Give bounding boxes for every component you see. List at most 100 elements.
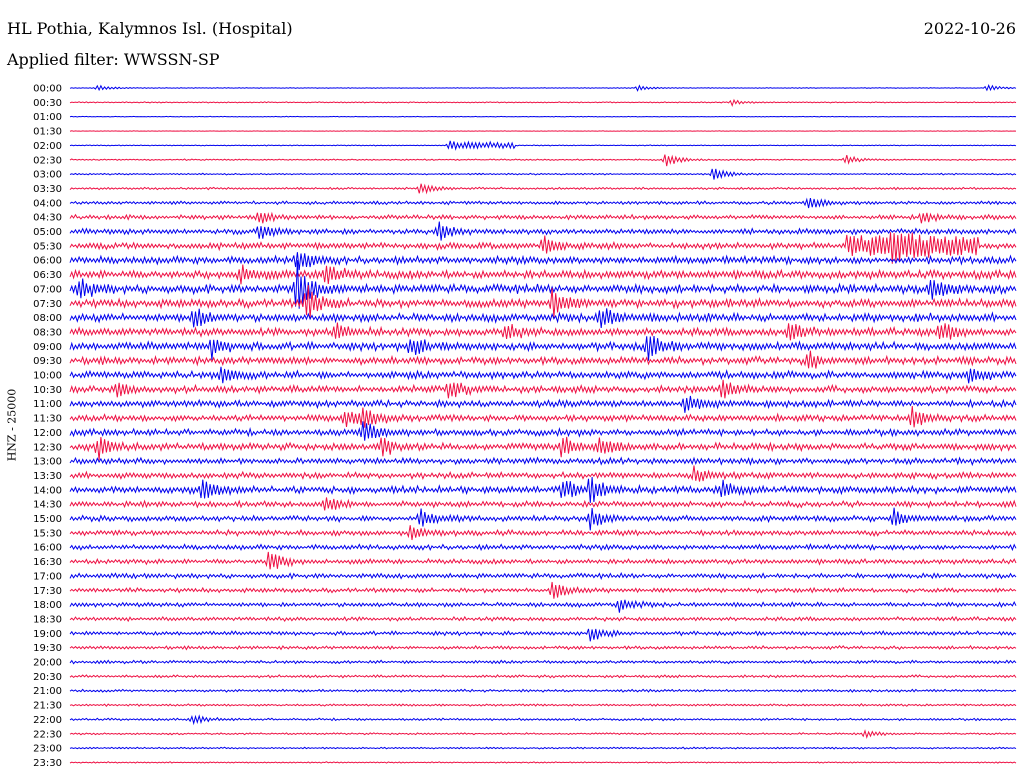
trace-0100 bbox=[69, 115, 1017, 118]
row-label-0430: 04:30 bbox=[33, 213, 62, 224]
trace-0730 bbox=[69, 285, 1017, 319]
trace-1130 bbox=[69, 406, 1017, 428]
row-label-0300: 03:00 bbox=[33, 170, 62, 181]
trace-2200 bbox=[69, 714, 1017, 726]
trace-1930 bbox=[69, 644, 1017, 651]
trace-0630 bbox=[69, 264, 1017, 285]
row-label-1100: 11:00 bbox=[33, 399, 62, 410]
trace-1030 bbox=[69, 379, 1017, 399]
trace-2030 bbox=[69, 674, 1017, 679]
row-label-0030: 00:30 bbox=[33, 98, 62, 109]
row-label-1030: 10:30 bbox=[33, 385, 62, 396]
trace-0400 bbox=[69, 197, 1017, 209]
row-label-0730: 07:30 bbox=[33, 299, 62, 310]
trace-0500 bbox=[69, 221, 1017, 241]
row-label-2230: 22:30 bbox=[33, 729, 62, 740]
row-label-1530: 15:30 bbox=[33, 528, 62, 539]
row-label-2330: 23:30 bbox=[33, 758, 62, 769]
row-label-0330: 03:30 bbox=[33, 184, 62, 195]
trace-1700 bbox=[69, 571, 1017, 580]
row-label-1000: 10:00 bbox=[33, 371, 62, 382]
row-label-0930: 09:30 bbox=[33, 356, 62, 367]
trace-1230 bbox=[69, 436, 1017, 461]
trace-0000 bbox=[69, 84, 1017, 92]
trace-1730 bbox=[69, 581, 1017, 599]
row-label-0200: 02:00 bbox=[33, 141, 62, 152]
row-label-1130: 11:30 bbox=[33, 414, 62, 425]
station-title: HL Pothia, Kalymnos Isl. (Hospital) bbox=[7, 19, 293, 38]
row-label-1400: 14:00 bbox=[33, 485, 62, 496]
row-label-0900: 09:00 bbox=[33, 342, 62, 353]
row-label-0100: 01:00 bbox=[33, 112, 62, 123]
trace-2100 bbox=[69, 688, 1017, 693]
filter-label: Applied filter: WWSSN-SP bbox=[7, 50, 220, 69]
row-label-1700: 17:00 bbox=[33, 571, 62, 582]
row-label-0700: 07:00 bbox=[33, 284, 62, 295]
row-label-1430: 14:30 bbox=[33, 500, 62, 511]
row-label-2100: 21:00 bbox=[33, 686, 62, 697]
row-label-0130: 01:30 bbox=[33, 127, 62, 138]
trace-0200 bbox=[69, 140, 1017, 151]
row-label-1330: 13:30 bbox=[33, 471, 62, 482]
trace-2300 bbox=[69, 746, 1017, 750]
row-label-0230: 02:30 bbox=[33, 155, 62, 166]
row-label-1800: 18:00 bbox=[33, 600, 62, 611]
row-label-1200: 12:00 bbox=[33, 428, 62, 439]
trace-0800 bbox=[69, 308, 1017, 329]
row-label-1300: 13:00 bbox=[33, 457, 62, 468]
trace-1830 bbox=[69, 615, 1017, 623]
row-label-1600: 16:00 bbox=[33, 543, 62, 554]
trace-0700 bbox=[69, 260, 1017, 309]
row-label-0630: 06:30 bbox=[33, 270, 62, 281]
trace-0830 bbox=[69, 322, 1017, 341]
trace-0230 bbox=[69, 154, 1017, 167]
trace-1300 bbox=[69, 456, 1017, 467]
trace-1100 bbox=[69, 395, 1017, 413]
trace-0530 bbox=[69, 232, 1017, 264]
row-label-2200: 22:00 bbox=[33, 715, 62, 726]
trace-1000 bbox=[69, 366, 1017, 384]
row-label-0530: 05:30 bbox=[33, 241, 62, 252]
row-label-1730: 17:30 bbox=[33, 586, 62, 597]
trace-1900 bbox=[69, 628, 1017, 642]
row-label-2130: 21:30 bbox=[33, 701, 62, 712]
trace-1430 bbox=[69, 497, 1017, 511]
trace-1630 bbox=[69, 551, 1017, 570]
row-label-2000: 20:00 bbox=[33, 658, 62, 669]
row-label-1230: 12:30 bbox=[33, 442, 62, 453]
trace-2130 bbox=[69, 703, 1017, 707]
trace-1200 bbox=[69, 421, 1017, 441]
trace-0600 bbox=[69, 252, 1017, 271]
row-label-1630: 16:30 bbox=[33, 557, 62, 568]
row-label-1830: 18:30 bbox=[33, 614, 62, 625]
trace-1530 bbox=[69, 525, 1017, 541]
trace-0430 bbox=[69, 211, 1017, 224]
row-label-1930: 19:30 bbox=[33, 643, 62, 654]
trace-0030 bbox=[69, 98, 1017, 107]
row-label-0400: 04:00 bbox=[33, 198, 62, 209]
trace-1330 bbox=[69, 465, 1017, 482]
row-label-0500: 05:00 bbox=[33, 227, 62, 238]
trace-1500 bbox=[69, 507, 1017, 531]
trace-1600 bbox=[69, 543, 1017, 552]
row-label-2300: 23:00 bbox=[33, 744, 62, 755]
trace-0930 bbox=[69, 350, 1017, 369]
row-label-0830: 08:30 bbox=[33, 327, 62, 338]
row-label-0800: 08:00 bbox=[33, 313, 62, 324]
row-label-1500: 15:00 bbox=[33, 514, 62, 525]
row-label-0000: 00:00 bbox=[33, 84, 62, 95]
record-date: 2022-10-26 bbox=[923, 19, 1016, 38]
trace-0300 bbox=[69, 168, 1017, 180]
trace-1400 bbox=[69, 476, 1017, 503]
trace-1800 bbox=[69, 599, 1017, 613]
trace-2000 bbox=[69, 659, 1017, 665]
trace-0330 bbox=[69, 183, 1017, 195]
trace-2230 bbox=[69, 729, 1017, 739]
trace-2330 bbox=[69, 761, 1017, 764]
trace-0900 bbox=[69, 335, 1017, 361]
row-label-2030: 20:30 bbox=[33, 672, 62, 683]
trace-0130 bbox=[69, 130, 1017, 132]
row-label-0600: 06:00 bbox=[33, 256, 62, 267]
row-label-1900: 19:00 bbox=[33, 629, 62, 640]
